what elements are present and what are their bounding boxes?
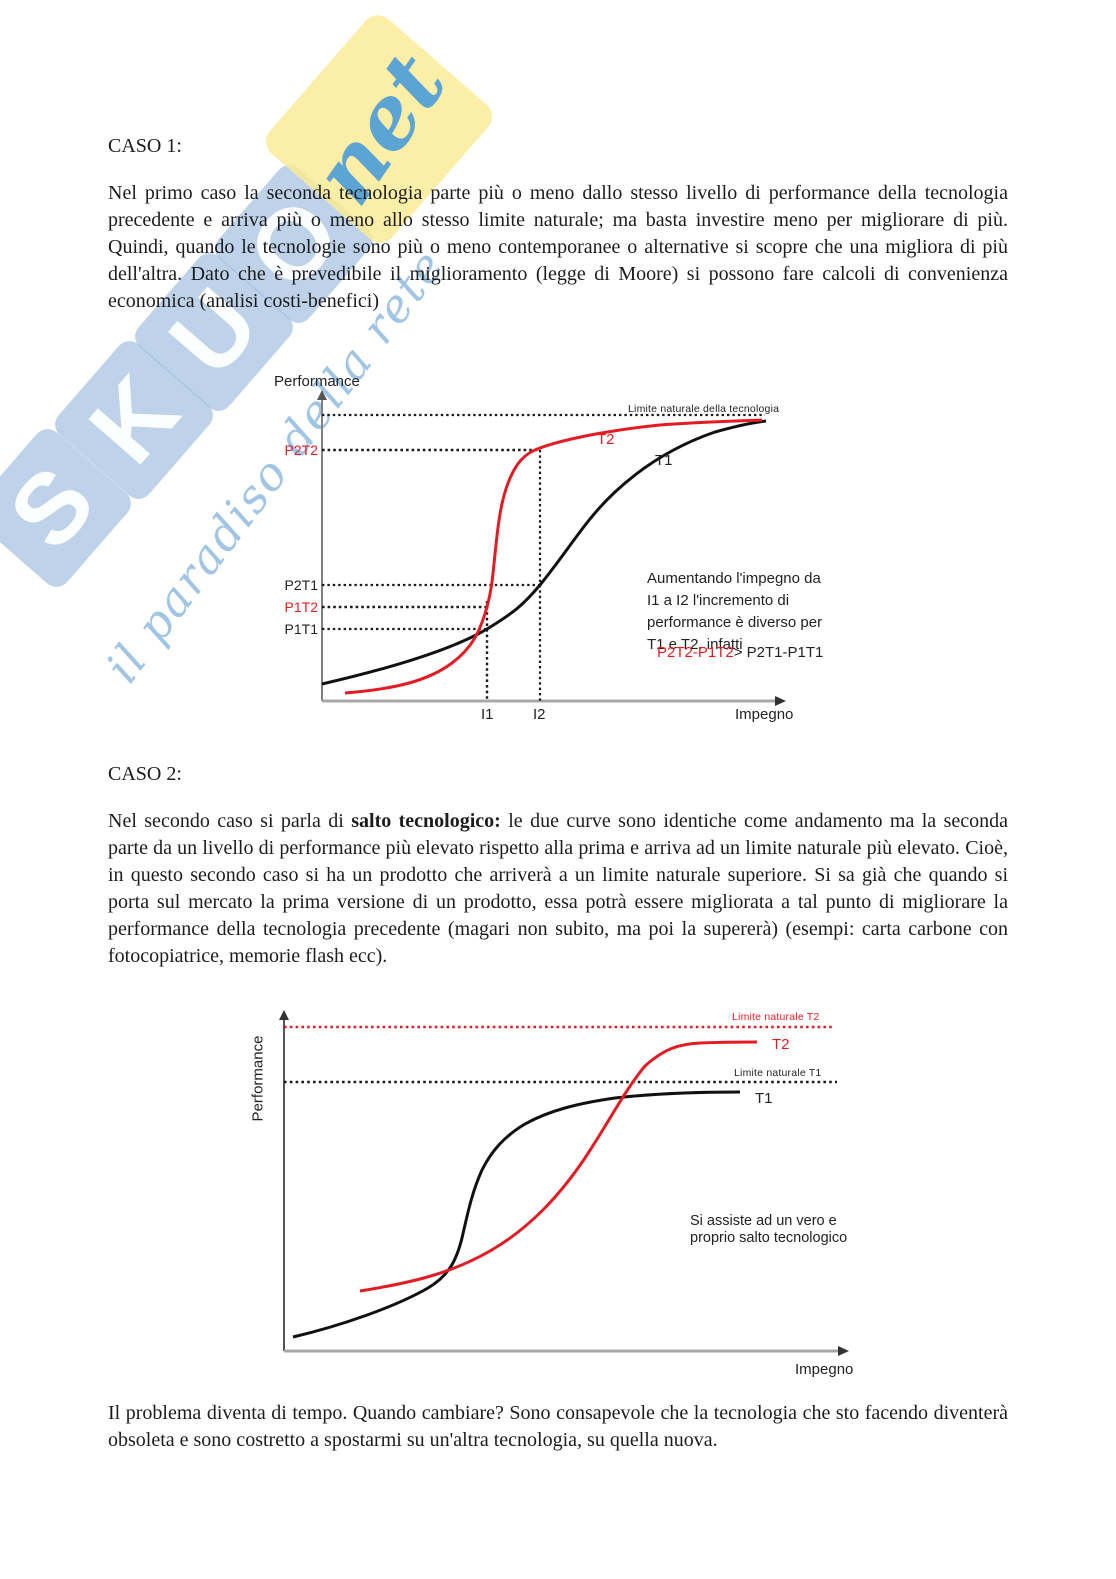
chart1-annotation: Aumentando l'impegno da I1 a I2 l'increm…	[647, 568, 822, 656]
chart1-natural-limit-label: Limite naturale della tecnologia	[628, 403, 780, 415]
chart2-annotation-line: Si assiste ad un vero e	[690, 1213, 837, 1229]
chart1-t2-curve-label: T2	[597, 431, 615, 448]
chart1-x-axis-label: Impegno	[735, 706, 794, 723]
chart1-y-axis-label: Performance	[274, 373, 360, 390]
case2-paragraph-intro: Nel secondo caso si parla di	[108, 810, 352, 832]
case2-heading: CASO 2:	[108, 763, 182, 785]
chart1-annotation-line: Aumentando l'impegno da	[647, 570, 821, 587]
chart2-limit-t2-label: Limite naturale T2	[732, 1011, 820, 1023]
chart1-tick-p2t1: P2T1	[284, 577, 318, 593]
case1-heading: CASO 1:	[108, 135, 182, 157]
case1-paragraph: Nel primo caso la seconda tecnologia par…	[108, 182, 1008, 312]
chart1-formula: P2T2-P1T2> P2T1-P1T1	[657, 644, 823, 661]
chart2-limit-t1-label: Limite naturale T1	[734, 1067, 822, 1079]
chart2-t1-curve-label: T1	[755, 1090, 773, 1107]
closing-paragraph: Il problema diventa di tempo. Quando cam…	[108, 1402, 1008, 1451]
chart2-x-axis-label: Impegno	[795, 1361, 854, 1378]
chart1-annotation-line: I1 a I2 l'incremento di	[647, 592, 790, 609]
chart1-formula-red: P2T2-P1T2	[657, 644, 734, 661]
chart1-t1-curve-label: T1	[655, 452, 673, 469]
chart1-tick-p1t2: P1T2	[284, 599, 318, 615]
chart2-y-axis-label: Performance	[249, 1035, 267, 1122]
chart2-t2-curve-label: T2	[772, 1036, 790, 1053]
watermark-letter: S	[0, 446, 117, 570]
chart1-tick-p1t1: P1T1	[284, 621, 318, 637]
case2-paragraph-bold: salto tecnologico:	[351, 810, 501, 832]
chart1-annotation-line: performance è diverso per	[647, 614, 823, 631]
chart1-tick-p2t2: P2T2	[284, 442, 318, 458]
chart2-annotation-line: proprio salto tecnologico	[690, 1230, 848, 1246]
case2-paragraph: Nel secondo caso si parla di salto tecno…	[108, 808, 1008, 970]
case2-paragraph-rest: le due curve sono identiche come andamen…	[108, 810, 1008, 967]
chart1-tick-i1: I1	[481, 706, 494, 723]
chart2-annotation: Si assiste ad un vero e proprio salto te…	[690, 1213, 847, 1247]
chart1-tick-i2: I2	[533, 706, 546, 723]
chart1-formula-black: > P2T1-P1T1	[733, 644, 824, 661]
